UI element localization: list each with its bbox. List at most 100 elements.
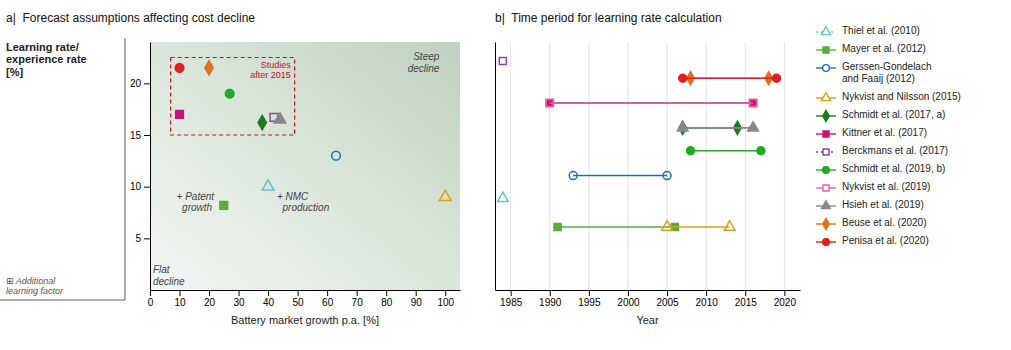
range-line xyxy=(683,127,753,129)
legend-label: Nykvist et al. (2019) xyxy=(842,181,930,192)
text-line: Studies xyxy=(261,60,292,70)
tick-mark xyxy=(667,290,668,296)
tick-mark xyxy=(268,290,269,296)
grid-line xyxy=(549,42,550,290)
range-end xyxy=(757,147,765,155)
range-line xyxy=(550,102,753,104)
point xyxy=(262,180,274,190)
text-line: Thiel et al. (2010) xyxy=(842,25,920,36)
tick-label: 60 xyxy=(322,297,334,308)
range-line xyxy=(691,150,761,152)
axis-title: Year xyxy=(636,314,659,326)
range-end xyxy=(679,74,687,82)
text-line: learning factor xyxy=(6,286,64,296)
tick: 1985 xyxy=(500,290,523,308)
text-line: Hsieh et al. (2019) xyxy=(842,199,924,210)
annotations: Studiesafter 2015+ Patent growth+ NMC pr… xyxy=(6,51,440,296)
range-end xyxy=(677,122,688,131)
axis-line xyxy=(496,290,801,291)
legend-symbol xyxy=(823,131,829,137)
tick: 2010 xyxy=(696,290,719,308)
frame-line xyxy=(0,300,125,301)
tick: 2005 xyxy=(656,290,679,308)
legend-item: Nykvist and Nilsson (2015) xyxy=(816,91,961,102)
grid-line xyxy=(627,42,628,290)
tick-label: 1990 xyxy=(539,297,562,308)
tick: 20 xyxy=(204,290,216,308)
tick-label: 10 xyxy=(130,181,142,192)
range-end xyxy=(773,74,781,82)
point xyxy=(439,190,451,200)
tick: 70 xyxy=(352,290,364,308)
tick: 60 xyxy=(322,290,334,308)
legend-label: Beuse et al. (2020) xyxy=(842,217,927,228)
legend-item: Gerssen-Gondelachand Faaij (2012) xyxy=(816,61,932,84)
range-end xyxy=(546,100,553,107)
tick-mark xyxy=(357,290,358,296)
tick-mark xyxy=(511,290,512,296)
range-end xyxy=(569,172,577,180)
tick-mark xyxy=(239,290,240,296)
tick-mark xyxy=(144,83,150,84)
legend-item: Schmidt et al. (2019, b) xyxy=(816,163,945,174)
annotation: + Patent growth xyxy=(177,191,216,214)
text-line: Gerssen-Gondelach xyxy=(842,61,932,72)
annotation: Flatdecline xyxy=(153,264,185,287)
tick-label: 40 xyxy=(263,297,275,308)
tick-label: 90 xyxy=(411,297,423,308)
plot-area xyxy=(171,58,451,210)
tick: 20 xyxy=(130,78,150,89)
grid-line xyxy=(784,42,785,290)
text-line: Flat xyxy=(153,264,171,275)
tick: 10 xyxy=(174,290,186,308)
legend-symbol xyxy=(821,201,830,209)
tick-label: 1995 xyxy=(578,297,601,308)
legend-symbol xyxy=(823,110,829,121)
tick-mark xyxy=(150,290,151,296)
tick-mark xyxy=(784,290,785,296)
legend-item: Nykvist et al. (2019) xyxy=(816,181,930,192)
tick-label: 80 xyxy=(381,297,393,308)
range-line xyxy=(558,226,675,228)
tick-label: 2005 xyxy=(656,297,679,308)
text-line: Kittner et al. (2017) xyxy=(842,127,927,138)
grid xyxy=(511,42,785,290)
point xyxy=(176,110,184,118)
legend-item: Mayer et al. (2012) xyxy=(816,43,926,54)
legend-item: Beuse et al. (2020) xyxy=(816,217,927,230)
text-line: Nykvist and Nilsson (2015) xyxy=(842,91,961,102)
point xyxy=(274,113,286,123)
tick-label: 30 xyxy=(234,297,246,308)
text-line: decline xyxy=(408,63,440,74)
title: a| Forecast assumptions affecting cost d… xyxy=(6,11,255,25)
axis-title: Battery market growth p.a. [%] xyxy=(231,314,379,326)
legend-symbol xyxy=(821,27,830,35)
plot-area xyxy=(497,58,780,231)
tick-mark xyxy=(706,290,707,296)
x-axis: 19851990199520002005201020152020 xyxy=(496,290,801,308)
range-end xyxy=(748,122,759,131)
point xyxy=(205,61,213,75)
tick-label: 15 xyxy=(130,130,142,141)
tick-mark xyxy=(628,290,629,296)
text-line: and Faaij (2012) xyxy=(842,73,915,84)
tick-label: 20 xyxy=(130,78,142,89)
tick-label: 1985 xyxy=(500,297,523,308)
legend-symbol xyxy=(823,185,829,191)
tick: 100 xyxy=(437,290,454,308)
tick: 0 xyxy=(148,290,154,308)
tick: 90 xyxy=(411,290,423,308)
legend-label: Berckmans et al. (2017) xyxy=(842,145,948,156)
tick-mark xyxy=(386,290,387,296)
tick: 30 xyxy=(234,290,246,308)
tick: 50 xyxy=(293,290,305,308)
annotation: ⊞ Additionallearning factor xyxy=(6,276,64,296)
tick: 2015 xyxy=(735,290,758,308)
text-line: Steep xyxy=(413,51,440,62)
plot-background xyxy=(150,42,460,290)
tick-label: 5 xyxy=(135,233,141,244)
tick-label: 20 xyxy=(204,297,216,308)
legend-label: Hsieh et al. (2019) xyxy=(842,199,924,210)
range-line xyxy=(683,77,777,79)
legend-label: Penisa et al. (2020) xyxy=(842,235,929,246)
